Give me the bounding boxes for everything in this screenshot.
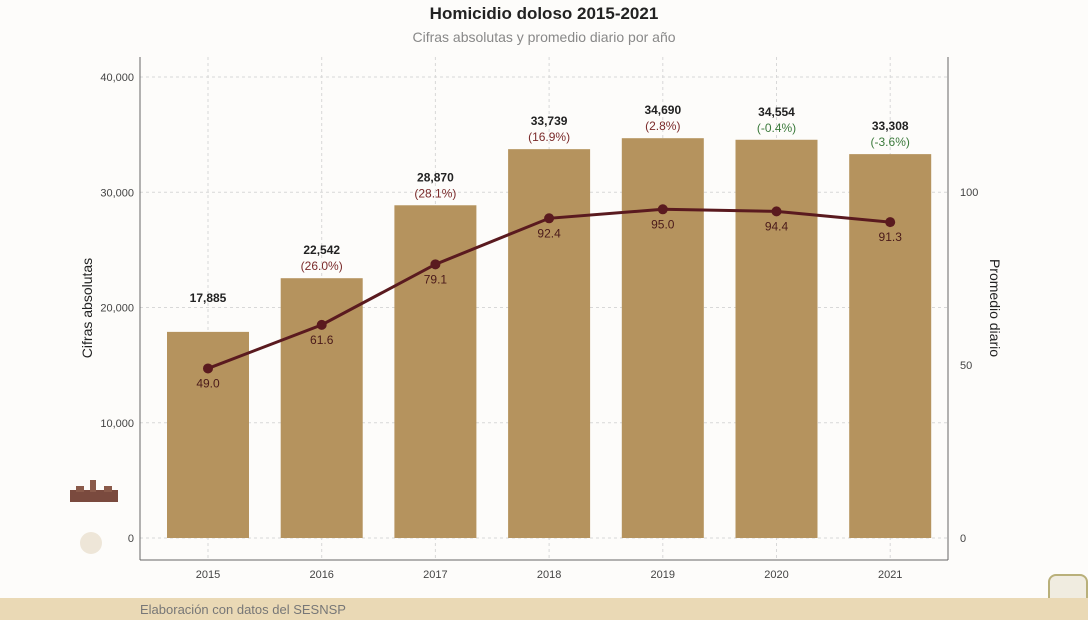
bar-change-label: (26.0%) bbox=[301, 259, 343, 273]
chart-title: Homicidio doloso 2015-2021 bbox=[429, 4, 659, 23]
government-logo bbox=[68, 478, 120, 504]
bar bbox=[849, 154, 932, 538]
y2-tick-label: 100 bbox=[960, 187, 978, 199]
bar-value-label: 34,554 bbox=[758, 105, 795, 119]
line-value-label: 49.0 bbox=[196, 376, 220, 390]
bar-change-label: (2.8%) bbox=[645, 119, 680, 133]
footer-band: Elaboración con datos del SESNSP bbox=[0, 598, 1088, 620]
line-point bbox=[203, 363, 213, 374]
bar-value-label: 22,542 bbox=[303, 243, 340, 257]
line-point bbox=[885, 217, 896, 228]
bar-value-label: 17,885 bbox=[190, 291, 227, 305]
bar bbox=[508, 149, 591, 538]
seal-icon bbox=[80, 532, 102, 554]
x-tick-label: 2018 bbox=[537, 569, 561, 581]
y-tick-label: 30,000 bbox=[100, 187, 134, 199]
bar-change-label: (28.1%) bbox=[414, 186, 456, 200]
line-point bbox=[316, 319, 327, 330]
y-tick-label: 40,000 bbox=[100, 72, 134, 84]
x-tick-label: 2016 bbox=[309, 569, 333, 581]
y-axis-label: Cifras absolutas bbox=[79, 258, 95, 358]
y-tick-label: 20,000 bbox=[100, 303, 134, 315]
line-value-label: 95.0 bbox=[651, 217, 675, 231]
bar bbox=[394, 205, 477, 538]
y2-axis-label: Promedio diario bbox=[987, 259, 1003, 357]
line-value-label: 61.6 bbox=[310, 333, 334, 347]
line-value-label: 79.1 bbox=[424, 272, 448, 286]
bar bbox=[280, 278, 363, 538]
source-note: Elaboración con datos del SESNSP bbox=[140, 602, 346, 617]
bar bbox=[167, 331, 249, 538]
line-point bbox=[771, 206, 782, 217]
bar bbox=[735, 139, 818, 539]
chart-subtitle: Cifras absolutas y promedio diario por a… bbox=[412, 29, 676, 45]
bar-change-label: (-3.6%) bbox=[871, 135, 910, 149]
x-tick-label: 2020 bbox=[764, 569, 788, 581]
x-tick-label: 2015 bbox=[196, 569, 220, 581]
y2-tick-label: 50 bbox=[960, 360, 972, 372]
x-tick-label: 2021 bbox=[878, 569, 902, 581]
y2-tick-label: 0 bbox=[960, 533, 966, 545]
x-tick-label: 2017 bbox=[423, 569, 447, 581]
line-value-label: 91.3 bbox=[879, 230, 903, 244]
bar bbox=[621, 138, 704, 538]
bar-change-label: (16.9%) bbox=[528, 130, 570, 144]
line-value-label: 92.4 bbox=[537, 226, 561, 240]
line-point bbox=[544, 213, 555, 224]
line-point bbox=[657, 204, 668, 215]
bar-value-label: 28,870 bbox=[417, 170, 454, 184]
bar-value-label: 33,308 bbox=[872, 119, 909, 133]
y-tick-label: 10,000 bbox=[100, 418, 134, 430]
x-tick-label: 2019 bbox=[651, 569, 675, 581]
bar-value-label: 34,690 bbox=[644, 103, 681, 117]
y-tick-label: 0 bbox=[128, 533, 134, 545]
bar-change-label: (-0.4%) bbox=[757, 121, 796, 135]
line-value-label: 94.4 bbox=[765, 219, 789, 233]
bar-value-label: 33,739 bbox=[531, 114, 568, 128]
line-point bbox=[430, 259, 441, 270]
